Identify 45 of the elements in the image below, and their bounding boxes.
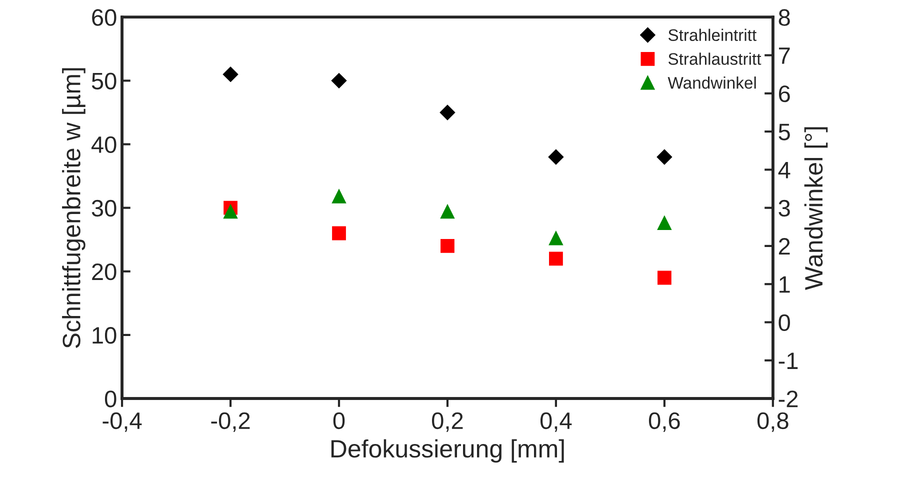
- point: [224, 204, 238, 219]
- y-tick-label: 30: [92, 200, 116, 217]
- y2-tick-label: 0: [778, 314, 790, 332]
- point: [656, 149, 672, 165]
- y2-tick-label: 8: [778, 9, 790, 26]
- x-tick-label: -0,4: [102, 412, 142, 432]
- y-tick-label: 0: [104, 390, 116, 408]
- legend-label: Wandwinkel: [668, 76, 756, 89]
- y-axis-title: Schnittfugenbreite w [µm]: [62, 68, 86, 348]
- point: [440, 204, 454, 219]
- x-tick-label: 0,4: [540, 412, 572, 432]
- x-axis-title: Defokussierung [mm]: [331, 439, 564, 463]
- y2-tick-label: 6: [778, 85, 790, 102]
- point: [332, 226, 346, 240]
- point: [332, 189, 346, 204]
- y2-axis-title: Wandwinkel [°]: [804, 127, 828, 290]
- point: [440, 104, 456, 120]
- y2-tick-label: 4: [778, 162, 790, 178]
- y2-tick-label: -2: [778, 390, 798, 408]
- x-tick-label: 0,8: [757, 412, 788, 432]
- x-tick-label: 0: [333, 412, 345, 430]
- y2-tick-label: 7: [778, 48, 790, 64]
- point: [440, 239, 454, 253]
- legend-label: Strahlaustritt: [668, 52, 762, 65]
- point: [657, 270, 672, 285]
- y-tick-label: 10: [92, 327, 116, 344]
- y2-tick-label: 3: [778, 200, 790, 217]
- point: [331, 73, 347, 88]
- point: [549, 231, 563, 246]
- point: [548, 149, 564, 165]
- y-tick-label: 60: [92, 9, 116, 26]
- x-tick-label: 0,2: [432, 412, 463, 432]
- y2-tick-label: 5: [778, 124, 790, 140]
- y-tick-label: 20: [92, 263, 116, 280]
- y-tick-label: 40: [91, 136, 116, 154]
- y2-tick-label: 2: [778, 238, 790, 255]
- point: [222, 66, 238, 82]
- point: [657, 216, 672, 230]
- y2-tick-label: 1: [780, 276, 790, 293]
- point: [549, 252, 563, 266]
- x-tick-label: 0,6: [648, 412, 680, 432]
- y2-tick-label: -1: [778, 352, 798, 369]
- y-tick-label: 50: [92, 72, 116, 90]
- legend-label: Strahleintritt: [668, 28, 757, 42]
- x-tick-label: -0,2: [211, 412, 250, 432]
